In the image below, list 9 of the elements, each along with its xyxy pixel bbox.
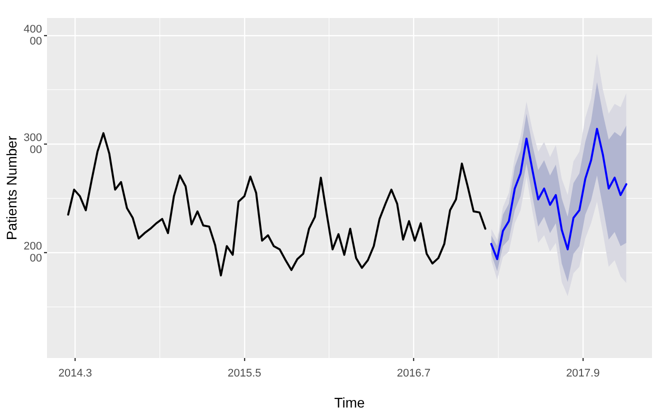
x-tick-label: 2015.5 bbox=[228, 368, 262, 380]
y-tick-label: 300 00 bbox=[24, 132, 42, 156]
y-axis-title: Patients Number bbox=[3, 136, 20, 240]
x-tick-label: 2016.7 bbox=[396, 368, 430, 380]
y-tick-label: 200 00 bbox=[24, 240, 42, 265]
x-tick-label: 2017.9 bbox=[566, 368, 600, 380]
x-tick-label: 2014.3 bbox=[58, 368, 92, 380]
y-tick-label: 400 00 bbox=[24, 23, 42, 48]
x-axis-title: Time bbox=[334, 394, 366, 410]
